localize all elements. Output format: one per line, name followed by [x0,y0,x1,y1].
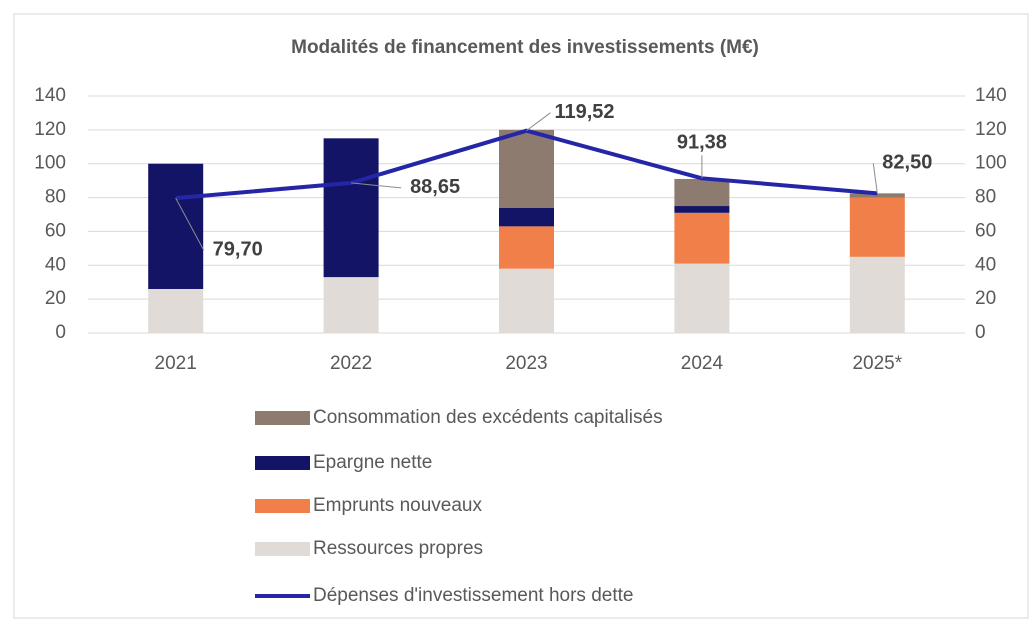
data-label: 79,70 [213,238,263,260]
y-tick-label: 60 [45,220,66,241]
legend-swatch [255,411,310,425]
bar-segment [849,197,905,257]
data-label: 82,50 [882,152,932,174]
x-tick-label: 2023 [505,353,547,374]
chart-title: Modalités de financement des investissem… [291,37,759,58]
y2-tick-label: 0 [975,322,986,343]
x-tick-label: 2024 [681,353,724,374]
bar-segment [148,288,204,333]
legend-swatch [255,456,310,470]
bar-segment [323,277,379,333]
y2-tick-label: 40 [975,254,996,275]
y2-tick-label: 100 [975,153,1007,174]
bar-segment [499,207,554,227]
y-tick-label: 20 [45,288,66,309]
bar-segment [499,268,554,333]
legend-label: Ressources propres [313,538,483,559]
data-label: 91,38 [677,132,727,154]
x-tick-label: 2022 [330,353,372,374]
data-label: 88,65 [410,176,460,198]
y-tick-label: 0 [55,322,66,343]
legend-label: Consommation des excédents capitalisés [313,407,663,428]
bar-segment [499,129,554,208]
line-series [175,128,878,201]
bar-segment [148,163,204,289]
x-tick-label: 2021 [155,353,197,374]
y2-tick-label: 140 [975,85,1007,106]
legend-label: Emprunts nouveaux [313,495,482,516]
y-tick-label: 140 [34,85,66,106]
bar-segment [674,263,730,333]
bar-segment [674,206,730,213]
legend-swatch [255,499,310,513]
x-tick-label: 2025* [852,353,902,374]
label-leader [351,182,402,189]
legend-label: Epargne nette [313,452,432,473]
bar-segment [674,178,730,207]
y2-tick-label: 60 [975,220,996,241]
bar-segment [849,256,905,333]
y2-tick-label: 80 [975,187,996,208]
bar-segment [849,193,905,198]
legend-label: Dépenses d'investissement hors dette [313,585,633,606]
y2-tick-label: 120 [975,119,1007,140]
label-leader [526,112,551,132]
label-leader [175,197,205,251]
y-tick-label: 120 [34,119,66,140]
y-tick-label: 100 [34,153,66,174]
label-leader [872,163,878,194]
data-label: 119,52 [554,101,614,123]
bar-segment [674,212,730,264]
bar-segment [323,138,379,278]
chart-frame [13,13,1029,619]
legend-swatch [255,542,310,556]
bar-segment [499,226,554,269]
y-tick-label: 80 [45,187,66,208]
y2-tick-label: 20 [975,288,996,309]
y-tick-label: 40 [45,254,66,275]
